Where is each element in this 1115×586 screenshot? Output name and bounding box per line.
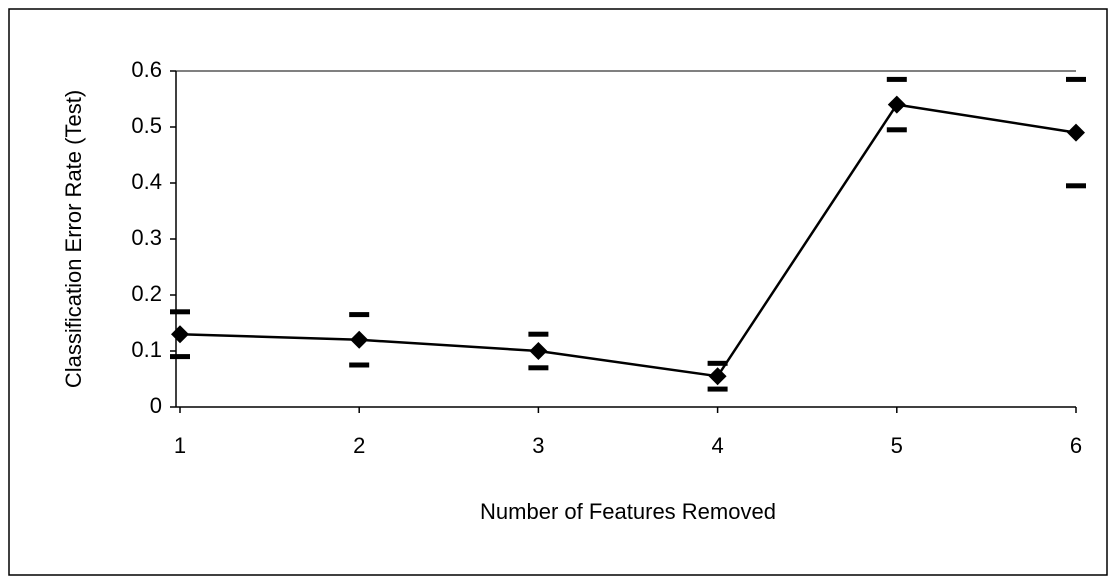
x-tick-label: 2: [353, 433, 365, 458]
error-cap: [886, 127, 907, 133]
marker: [529, 342, 548, 360]
y-tick-label: 0.3: [131, 225, 162, 250]
error-cap: [886, 76, 907, 82]
marker: [1067, 123, 1085, 142]
chart-border: [8, 8, 1108, 576]
error-cap: [707, 386, 728, 392]
x-axis-label: Number of Features Removed: [480, 499, 776, 524]
error-cap: [528, 331, 549, 337]
line: [179, 103, 1077, 378]
y-tick-label: 0: [150, 393, 162, 418]
y-tick-label: 0.5: [131, 113, 162, 138]
y-tick-label: 0.6: [131, 57, 162, 82]
marker: [887, 95, 906, 114]
error-cap: [349, 362, 370, 368]
x-tick-label: 4: [711, 433, 723, 458]
error-cap: [528, 365, 549, 371]
x-tick-label: 1: [174, 433, 186, 458]
error-cap: [349, 312, 370, 318]
x-tick-label: 3: [532, 433, 544, 458]
y-axis-label: Classification Error Rate (Test): [61, 90, 86, 388]
marker: [171, 325, 189, 344]
error-cap: [170, 354, 190, 360]
y-tick-label: 0.2: [131, 281, 162, 306]
error-cap: [1066, 76, 1086, 82]
error-cap: [170, 309, 190, 315]
y-tick-label: 0.4: [131, 169, 162, 194]
marker: [708, 367, 727, 386]
x-tick-label: 6: [1070, 433, 1082, 458]
marker: [350, 330, 369, 349]
error-cap: [1066, 183, 1086, 189]
error-cap: [707, 360, 728, 366]
y-tick-label: 0.1: [131, 337, 162, 362]
x-tick-label: 5: [891, 433, 903, 458]
